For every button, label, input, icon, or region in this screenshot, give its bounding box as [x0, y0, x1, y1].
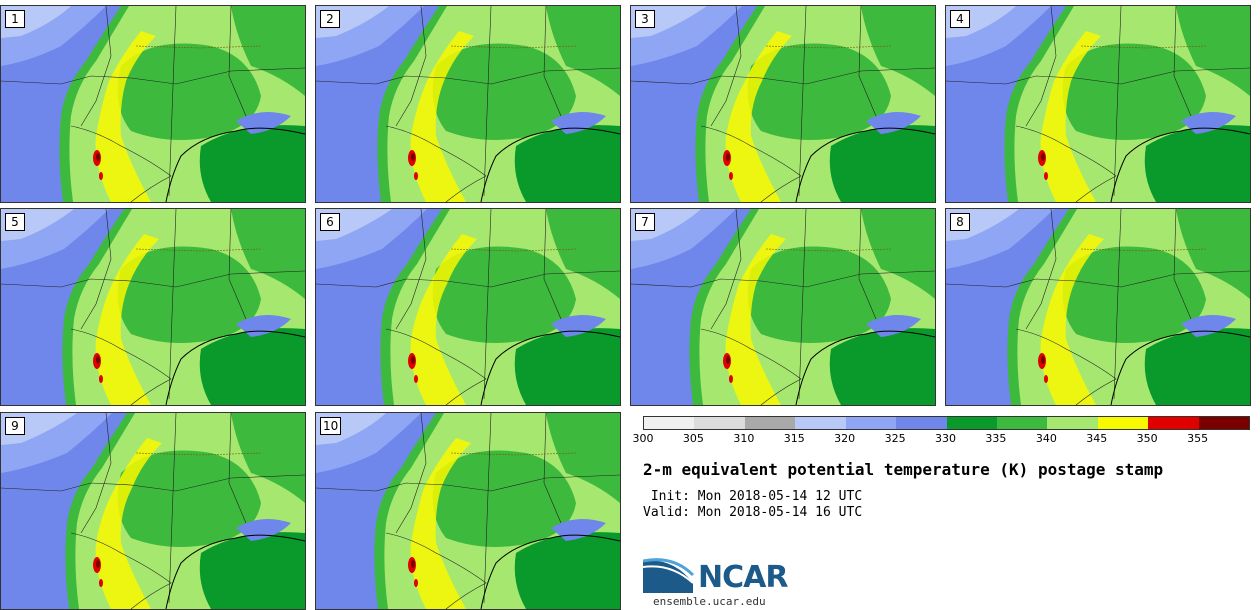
map-plot: [946, 209, 1250, 405]
map-plot: [316, 209, 620, 405]
map-plot: [1, 209, 305, 405]
ncar-logo-icon: [643, 558, 695, 593]
panel-number: 10: [320, 417, 342, 435]
colorbar-tick-label: 355: [1187, 432, 1209, 445]
colorbar-tick-label: 345: [1086, 432, 1108, 445]
colorbar-segment: [946, 417, 997, 429]
colorbar-tick-label: 340: [1035, 432, 1057, 445]
colorbar-tick-label: 320: [834, 432, 856, 445]
map-plot: [316, 413, 620, 609]
ensemble-member-panel-5: 5: [0, 208, 306, 406]
panel-number: 3: [635, 10, 655, 28]
colorbar-segment: [1097, 417, 1149, 429]
panel-number: 5: [5, 213, 25, 231]
map-plot: [631, 6, 935, 202]
panel-number: 9: [5, 417, 25, 435]
colorbar-tick-label: 325: [884, 432, 906, 445]
map-plot: [631, 209, 935, 405]
panel-number: 6: [320, 213, 340, 231]
init-time: Init: Mon 2018-05-14 12 UTC: [643, 489, 863, 504]
colorbar-tick-label: 330: [935, 432, 956, 445]
ensemble-member-panel-7: 7: [630, 208, 936, 406]
colorbar-segment: [795, 417, 846, 429]
map-plot: [1, 413, 305, 609]
ensemble-member-panel-8: 8: [945, 208, 1251, 406]
colorbar-segment: [1148, 417, 1199, 429]
colorbar-tick-labels: 300 305 310 315 320 325 330 335 340 345 350 355: [633, 432, 1248, 446]
colorbar-segment: [694, 417, 745, 429]
colorbar-segment: [896, 417, 947, 429]
logo-url: ensemble.ucar.edu: [653, 595, 766, 608]
panel-number: 4: [950, 10, 970, 28]
colorbar-tick-label: 310: [733, 432, 755, 445]
panel-number: 7: [635, 213, 655, 231]
map-plot: [1, 6, 305, 202]
panel-number: 8: [950, 213, 970, 231]
colorbar-segment: [644, 417, 695, 429]
colorbar-segment: [744, 417, 796, 429]
panel-number: 1: [5, 10, 25, 28]
ensemble-member-panel-3: 3: [630, 5, 936, 203]
ensemble-member-panel-2: 2: [315, 5, 621, 203]
colorbar-tick-label: 315: [783, 432, 805, 445]
colorbar-tick-label: 305: [682, 432, 704, 445]
valid-time: Valid: Mon 2018-05-14 16 UTC: [643, 505, 863, 520]
logo-wordmark: NCAR: [698, 560, 788, 595]
panel-number: 2: [320, 10, 340, 28]
ensemble-member-panel-6: 6: [315, 208, 621, 406]
plot-title: 2-m equivalent potential temperature (K)…: [643, 460, 1164, 479]
colorbar-segment: [1198, 417, 1250, 429]
ensemble-member-panel-10: 10: [315, 412, 621, 610]
map-plot: [316, 6, 620, 202]
colorbar-segment: [845, 417, 897, 429]
colorbar-segment: [1047, 417, 1098, 429]
colorbar: [643, 416, 1250, 430]
colorbar-segment: [996, 417, 1048, 429]
colorbar-tick-label: 350: [1136, 432, 1158, 445]
ensemble-member-panel-4: 4: [945, 5, 1251, 203]
colorbar-tick-label: 300: [632, 432, 654, 445]
ensemble-member-panel-9: 9: [0, 412, 306, 610]
colorbar-tick-label: 335: [985, 432, 1007, 445]
map-plot: [946, 6, 1250, 202]
ensemble-member-panel-1: 1: [0, 5, 306, 203]
